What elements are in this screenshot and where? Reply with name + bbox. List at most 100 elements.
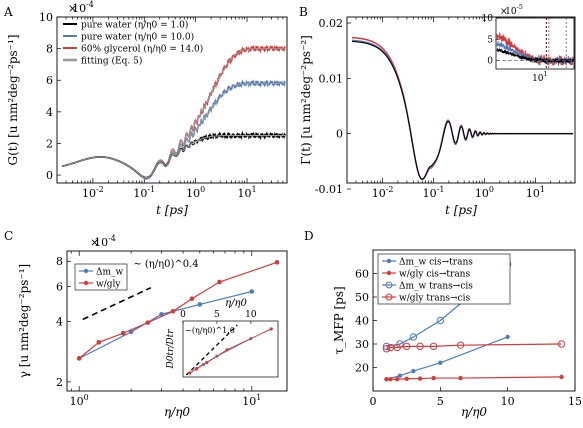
panel-b-inset-y-tick-label: 10 <box>482 14 494 24</box>
panel-a-fit-line-2 <box>61 48 286 179</box>
panel-d-legend-label: w/gly cis→trans <box>399 270 470 280</box>
panel-b-y-tick-label: -0.01 <box>315 183 343 196</box>
panel-a-legend-label: 60% glycerol (η/η0 = 14.0) <box>81 44 203 55</box>
panel-d-series-line-3 <box>386 343 562 350</box>
panel-d-x-tick-label: 10 <box>501 395 515 408</box>
panel-d-point-1 <box>417 376 423 381</box>
panel-d-point-1 <box>431 375 436 381</box>
panel-d-point-3 <box>393 343 401 352</box>
panel-d-legend-box <box>377 253 511 305</box>
panel-letter-d: D <box>304 229 314 243</box>
panel-b-inset-y-tick-label: 0 <box>487 57 493 67</box>
panel-d-point-2 <box>436 316 445 325</box>
panel-b-line-black <box>351 40 574 180</box>
panel-b-x-tick-label: 10-1 <box>423 185 445 200</box>
panel-d-y-tick-label: 60 <box>355 268 369 281</box>
panel-d-legend-label: Δm_w trans→cis <box>399 282 473 292</box>
panel-c-inset-guide-line <box>185 324 238 376</box>
panel-d-legend-marker <box>386 258 392 264</box>
panel-a-y-tick-label: 10 <box>39 11 53 24</box>
panel-c-inset-x-tick-label: 5 <box>214 310 220 320</box>
panel-c-x-axis-label: η/η0 <box>164 405 190 419</box>
panel-b-x-tick-label: 10-2 <box>372 185 394 200</box>
panel-c-y-tick-label: 6 <box>56 280 63 293</box>
panel-c-y-axis-label: γ [u nm²deg⁻²ps⁻¹] <box>17 264 31 378</box>
panel-c-inset-point-1 <box>194 367 199 371</box>
panel-a-fit-line-0 <box>61 135 286 179</box>
panel-d-legend-marker <box>386 270 392 276</box>
panel-b-inset-multiplier-times: × <box>500 7 508 17</box>
panel-c-point-1 <box>217 279 222 285</box>
panel-c-point-1 <box>120 330 126 336</box>
panel-c-legend-label: Δm_w <box>96 268 124 278</box>
panel-d-x-tick-label: 15 <box>568 395 582 408</box>
panel-a-frame <box>56 16 288 184</box>
panel-d-x-tick-label: 5 <box>437 395 444 408</box>
panel-d-point-3 <box>429 342 438 351</box>
panel-a-legend-label: fitting (Eq. 5) <box>81 56 142 67</box>
panel-d-point-1 <box>388 377 393 382</box>
panel-c-point-1 <box>274 260 280 265</box>
panel-c-inset-x-tick-label: 10 <box>245 310 257 320</box>
panel-b-x-tick-label: 101 <box>526 185 545 200</box>
panel-a-legend-label: pure water (η/η0 = 1.0) <box>81 20 188 31</box>
panel-a-series-line-1 <box>61 78 286 180</box>
panel-c-point-1 <box>96 340 102 345</box>
panel-b-inset-x-tick-label: 101 <box>532 70 548 84</box>
panel-d-legend-marker <box>385 281 393 289</box>
panel-letter-c: C <box>4 229 13 243</box>
panel-a-multiplier-times: × <box>68 2 77 15</box>
panel-d-y-tick-label: 30 <box>355 338 369 351</box>
panel-b-y-tick-label: 0.01 <box>319 72 344 85</box>
panel-c-frame <box>66 250 288 392</box>
panel-c-inset-guide-label: ~(η/η0)^1.0 <box>185 326 235 335</box>
panel-c-guide-line <box>82 287 152 321</box>
panel-a-series-line-2 <box>61 44 286 180</box>
panel-a-y-tick-label: 2 <box>46 137 53 150</box>
panel-c-inset-x-tick-label: 0 <box>180 310 186 320</box>
panel-b-y-axis-label: Γ(t) [u nm²deg⁻²ps⁻²] <box>299 35 313 165</box>
panel-d-point-1 <box>384 377 389 382</box>
panel-b-inset-y-tick-label: 5 <box>487 35 493 45</box>
panel-b-inset-line-black <box>496 47 574 64</box>
panel-a-y-axis-label: G(t) [u nm²deg⁻²ps⁻¹] <box>6 34 20 165</box>
panel-a-series-line-0 <box>61 130 286 179</box>
panel-d-series-line-1 <box>386 376 562 380</box>
panel-c-y-tick-label: 8 <box>56 255 63 268</box>
panel-a-y-tick-label: 4 <box>46 106 53 119</box>
panel-c-x-tick-label: 100 <box>70 393 89 408</box>
panel-c-series-line-1 <box>78 261 278 359</box>
panel-d-point-3 <box>402 342 411 351</box>
panel-c-point-1 <box>145 320 151 325</box>
panel-c-inset-point-1 <box>225 348 229 352</box>
panel-c-legend-box <box>74 263 128 291</box>
panel-a-y-tick-label: 8 <box>46 43 53 56</box>
panel-c-inset-point-1 <box>188 371 192 375</box>
panel-d-point-3 <box>416 342 424 351</box>
panel-letter-a: A <box>3 5 13 19</box>
panel-d-point-1 <box>404 376 409 381</box>
panel-c-legend-marker <box>83 268 89 274</box>
panel-c-point-0 <box>197 302 203 307</box>
panel-a-x-tick-label: 10-1 <box>133 185 155 200</box>
panel-c-inset-point-1 <box>205 361 209 365</box>
panel-c-multiplier: 10-4 <box>94 234 116 249</box>
panel-d-y-tick-label: 20 <box>355 362 369 375</box>
panel-d-point-0 <box>411 368 416 374</box>
panel-d-point-2 <box>409 333 418 341</box>
panel-d-x-axis-label: η/η0 <box>461 405 487 419</box>
panel-a-y-tick-label: 6 <box>46 74 53 87</box>
panel-b-y-tick-label: 0.02 <box>319 17 344 30</box>
panel-letter-b: B <box>299 5 308 19</box>
panel-b-x-tick-label: 100 <box>475 185 494 200</box>
panel-c-legend-label: w/gly <box>96 280 121 290</box>
panel-a-x-tick-label: 101 <box>238 185 257 200</box>
panel-b-x-axis-label: t [ps] <box>445 203 477 217</box>
panel-b-inset-multiplier: 10-5 <box>505 3 523 17</box>
panel-d-point-3 <box>557 340 566 348</box>
panel-d-x-tick-label: 0 <box>370 395 377 408</box>
panel-c-x-tick-label: 101 <box>242 393 261 408</box>
panel-c-inset-x-axis-label: η/η0 <box>225 298 247 309</box>
